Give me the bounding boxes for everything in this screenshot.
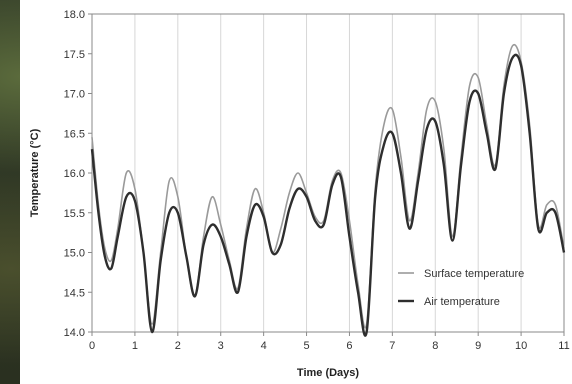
gridlines <box>134 14 522 332</box>
plot-frame <box>91 13 565 333</box>
legend-label-surface: Surface temperature <box>424 268 524 280</box>
x-tick-label: 7 <box>389 340 395 352</box>
legend: Surface temperature Air temperature <box>398 268 524 308</box>
x-tick-label: 3 <box>218 340 224 352</box>
surface-temperature-line <box>91 43 565 329</box>
y-tick-label: 15.5 <box>64 208 85 220</box>
x-tick-label: 4 <box>261 340 267 352</box>
x-tick-label: 1 <box>132 340 138 352</box>
series-lines <box>90 43 566 337</box>
y-tick-label: 17.0 <box>64 89 85 101</box>
temperature-chart: 0 1 2 3 4 5 6 7 8 9 10 11 14.0 14.5 15.0 15.5 16.0 16.5 17… <box>29 9 570 379</box>
y-tick-label: 17.5 <box>64 49 85 61</box>
x-tick-label: 11 <box>558 340 569 352</box>
x-tick-label: 6 <box>346 340 352 352</box>
x-tick-label: 0 <box>89 340 95 352</box>
y-axis-title: Temperature (°C) <box>29 128 41 217</box>
y-tick-label: 16.0 <box>64 168 85 180</box>
y-tick-label: 18.0 <box>64 9 85 21</box>
y-tick-label: 16.5 <box>64 128 85 140</box>
air-temperature-line <box>90 53 566 337</box>
x-tick-label: 5 <box>303 340 309 352</box>
x-tick-label: 2 <box>175 340 181 352</box>
y-tick-label: 15.0 <box>64 248 85 260</box>
x-tick-label: 10 <box>515 340 527 352</box>
x-axis-title: Time (Days) <box>297 367 359 379</box>
legend-label-air: Air temperature <box>424 296 500 308</box>
y-tick-label: 14.5 <box>64 287 85 299</box>
chart-panel: 0 1 2 3 4 5 6 7 8 9 10 11 14.0 14.5 15.0 15.5 16.0 16.5 17… <box>20 0 572 384</box>
x-tick-label: 9 <box>475 340 481 352</box>
axis-ticks: 0 1 2 3 4 5 6 7 8 9 10 11 14.0 14.5 15.0 15.5 16.0 16.5 17… <box>64 9 570 352</box>
y-tick-label: 14.0 <box>64 327 85 339</box>
x-tick-label: 8 <box>432 340 438 352</box>
